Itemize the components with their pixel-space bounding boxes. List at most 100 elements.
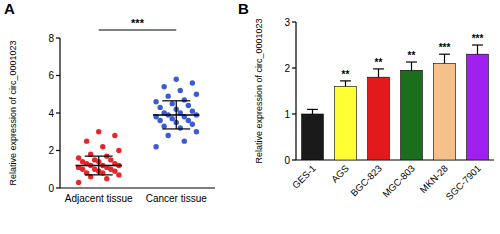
y-tick-label: 3 bbox=[284, 17, 290, 28]
dot bbox=[194, 92, 199, 97]
bar bbox=[302, 114, 324, 160]
significance: *** bbox=[439, 42, 451, 53]
error-cap bbox=[406, 61, 417, 62]
sd-cap bbox=[162, 128, 190, 129]
y-tick bbox=[292, 67, 296, 68]
error-cap bbox=[373, 68, 384, 69]
error-bar bbox=[345, 81, 346, 87]
dot bbox=[170, 101, 175, 106]
dot bbox=[182, 97, 187, 102]
error-bar bbox=[444, 54, 445, 63]
marks bbox=[76, 77, 200, 186]
y-tick-label: 8 bbox=[48, 33, 54, 44]
marks bbox=[302, 45, 489, 160]
dot bbox=[190, 80, 195, 85]
panel-1: B Relative expression of circ_0001023 0 1 2 3… bbox=[238, 0, 494, 202]
error-bar bbox=[477, 45, 478, 54]
dot bbox=[186, 118, 191, 123]
x-tick-label: AGS bbox=[329, 163, 351, 185]
significance: *** bbox=[131, 17, 145, 29]
dot bbox=[84, 138, 89, 143]
error-bar bbox=[312, 109, 313, 114]
y-tick bbox=[56, 150, 60, 151]
dot bbox=[157, 118, 162, 123]
dot bbox=[153, 99, 158, 104]
significance-bracket bbox=[99, 29, 177, 30]
bar bbox=[467, 54, 489, 160]
y-tick-label: 0 bbox=[48, 183, 54, 194]
dot bbox=[116, 172, 121, 177]
y-axis-label: Relative expression of circ_0001023 bbox=[8, 40, 18, 185]
x-tick-label: MGC-803 bbox=[380, 163, 417, 200]
error-cap bbox=[307, 109, 318, 110]
x-tick-label: Cancer tissue bbox=[146, 193, 208, 204]
error-cap bbox=[340, 80, 351, 81]
error-cap bbox=[439, 54, 450, 55]
dot bbox=[186, 103, 191, 108]
dot bbox=[161, 84, 166, 89]
bar bbox=[434, 63, 456, 160]
bar bbox=[335, 86, 357, 160]
y-tick-label: 2 bbox=[48, 145, 54, 156]
y-tick bbox=[56, 112, 60, 113]
x-tick-label: BGC-823 bbox=[348, 163, 384, 199]
significance: *** bbox=[472, 33, 484, 44]
y-axis-line bbox=[295, 22, 296, 160]
dot bbox=[104, 176, 109, 181]
error-cap bbox=[472, 44, 483, 45]
x-axis-line bbox=[60, 187, 215, 188]
sd-bar bbox=[176, 101, 177, 129]
x-tick-label: Adjacent tissue bbox=[65, 193, 133, 204]
x-tick-label: GES-1 bbox=[290, 163, 318, 191]
y-tick bbox=[56, 37, 60, 38]
panel-label: A bbox=[4, 0, 15, 17]
y-tick-label: 2 bbox=[284, 63, 290, 74]
panel-label: B bbox=[238, 0, 249, 17]
significance: ** bbox=[375, 57, 383, 68]
dot bbox=[182, 138, 187, 143]
dot bbox=[153, 144, 158, 149]
y-tick-label: 4 bbox=[48, 108, 54, 119]
dot bbox=[112, 133, 117, 138]
sd-cap bbox=[162, 100, 190, 101]
dot bbox=[178, 125, 183, 130]
x-axis-line bbox=[296, 159, 494, 160]
dot bbox=[96, 129, 101, 134]
dot bbox=[92, 157, 97, 162]
y-tick-label: 6 bbox=[48, 70, 54, 81]
dot bbox=[116, 148, 121, 153]
dot bbox=[100, 144, 105, 149]
y-tick bbox=[292, 21, 296, 22]
dot bbox=[80, 159, 85, 164]
y-axis-label: Relative expression of circ_0001023 bbox=[254, 18, 264, 163]
sd-cap bbox=[85, 156, 113, 157]
dot bbox=[194, 129, 199, 134]
y-tick bbox=[56, 75, 60, 76]
x-tick-label: MKN-28 bbox=[417, 163, 449, 195]
dot bbox=[108, 157, 113, 162]
dot bbox=[174, 77, 179, 82]
sd-cap bbox=[85, 174, 113, 175]
dot bbox=[165, 133, 170, 138]
significance: ** bbox=[408, 50, 416, 61]
y-tick bbox=[292, 159, 296, 160]
dot bbox=[190, 122, 195, 127]
dot bbox=[165, 93, 170, 98]
figure: A Relative expression of circ_0001023 0 2 4 6… bbox=[0, 0, 500, 234]
panel-0: A Relative expression of circ_0001023 0 2 4 6… bbox=[4, 0, 215, 204]
significance: ** bbox=[342, 69, 350, 80]
dot bbox=[161, 123, 166, 128]
dot bbox=[190, 108, 195, 113]
y-tick-label: 0 bbox=[284, 155, 290, 166]
dot bbox=[92, 167, 97, 172]
bar bbox=[368, 77, 390, 160]
x-tick-label: SGC-7901 bbox=[443, 163, 483, 203]
sd-bar bbox=[98, 156, 99, 175]
dot bbox=[178, 88, 183, 93]
dot bbox=[170, 116, 175, 121]
y-tick bbox=[292, 113, 296, 114]
dot bbox=[76, 155, 81, 160]
y-tick-label: 1 bbox=[284, 109, 290, 120]
dot bbox=[157, 105, 162, 110]
bar bbox=[401, 70, 423, 160]
